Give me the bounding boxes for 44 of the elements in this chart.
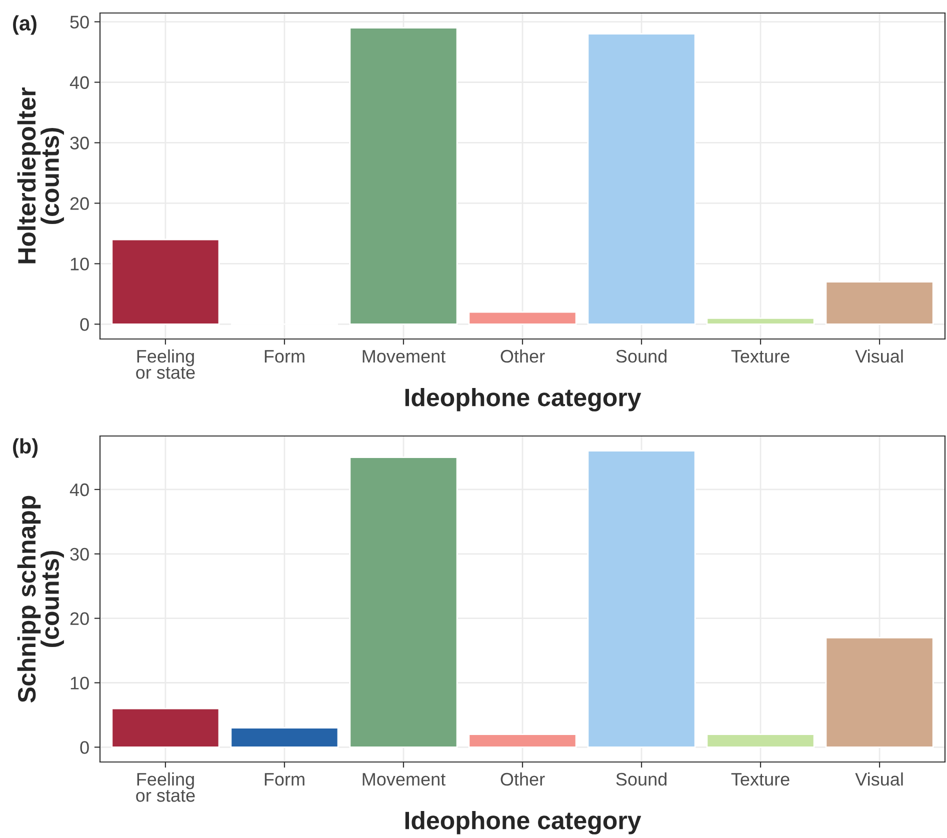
x-tick-label: Feeling or state — [136, 349, 195, 379]
y-tick-label: 20 — [70, 197, 89, 210]
y-axis-title: Schnipp schnapp (counts) — [17, 496, 64, 702]
y-tick-label: 40 — [70, 76, 89, 89]
bar — [468, 311, 577, 325]
x-tick-label: Movement — [362, 773, 446, 786]
bar — [587, 33, 696, 325]
text: (b) — [13, 438, 38, 458]
bar — [587, 450, 696, 748]
x-tick-label: Visual — [855, 349, 903, 363]
x-tick-label: Sound — [616, 772, 666, 786]
x-axis-title: Ideophone category — [405, 810, 642, 834]
x-tick-label: Feeling or state — [136, 772, 195, 802]
bar — [349, 456, 458, 748]
x-tick-label: Visual — [855, 772, 903, 786]
x-tick-label: Form — [264, 773, 304, 786]
bar — [111, 238, 220, 325]
bar — [825, 281, 934, 325]
y-tick-label: 20 — [70, 612, 89, 626]
y-tick-label: 0 — [80, 318, 89, 331]
x-axis-title: Ideophone category — [405, 388, 642, 412]
bar — [825, 636, 934, 748]
y-tick-label: 50 — [70, 16, 89, 28]
x-tick-label: Other — [500, 772, 545, 786]
x-tick-label: Texture — [731, 350, 790, 363]
bar — [349, 27, 458, 325]
y-tick-label: 30 — [70, 136, 89, 150]
bar — [706, 317, 815, 325]
y-tick-label: 30 — [70, 548, 89, 561]
text: (a) — [13, 15, 36, 35]
y-tick-label: 10 — [70, 258, 89, 270]
bar — [111, 708, 220, 748]
y-tick-label: 40 — [70, 483, 89, 496]
x-tick-label: Other — [500, 349, 545, 363]
y-tick-label: 0 — [80, 741, 89, 754]
bar — [468, 734, 577, 748]
x-tick-label: Form — [264, 350, 304, 363]
bar — [706, 734, 815, 748]
bar — [230, 727, 339, 748]
x-tick-label: Texture — [731, 773, 790, 786]
y-tick-label: 10 — [70, 676, 89, 690]
x-tick-label: Movement — [362, 350, 446, 363]
x-tick-label: Sound — [616, 349, 666, 363]
y-axis-title: Holterdiepolter (counts) — [17, 87, 64, 264]
